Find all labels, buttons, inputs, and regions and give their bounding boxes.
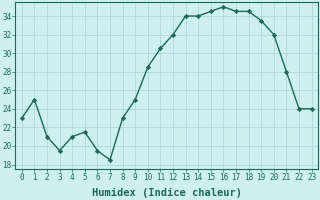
X-axis label: Humidex (Indice chaleur): Humidex (Indice chaleur) — [92, 188, 242, 198]
